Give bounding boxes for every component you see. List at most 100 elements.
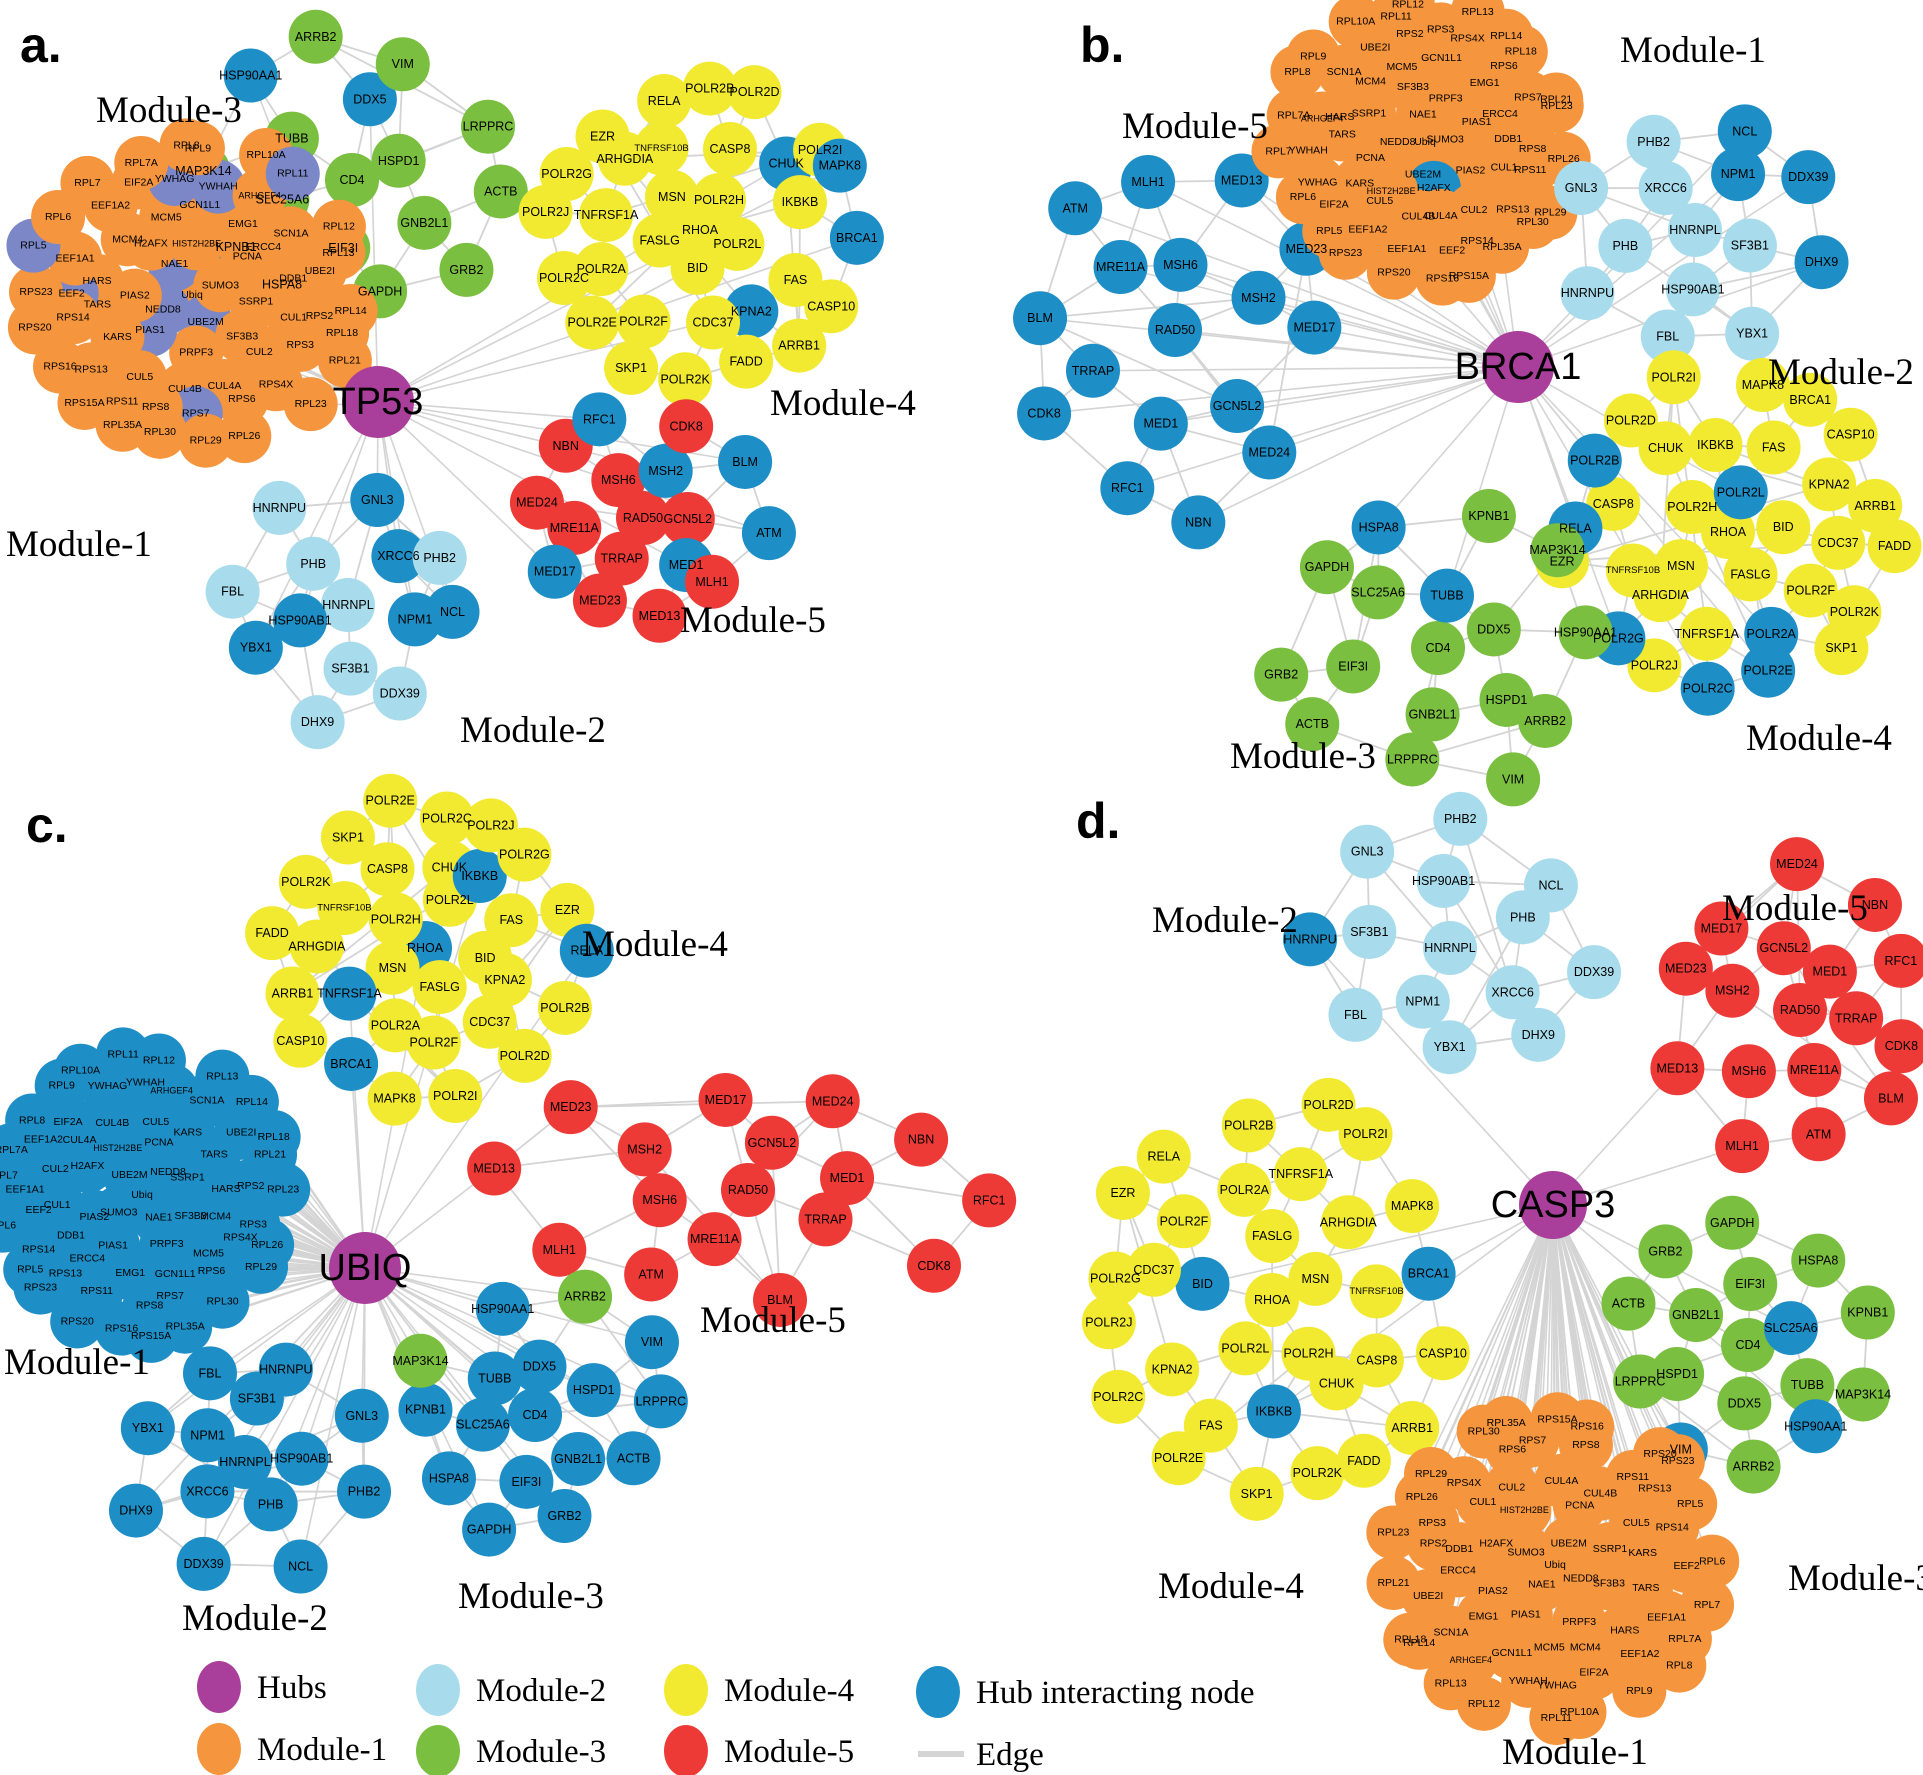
node-PHB2[interactable] [1433,791,1488,846]
node-GRB2[interactable] [439,242,494,297]
node-RAD50[interactable] [1148,303,1202,357]
node-MRE11A[interactable] [1093,240,1148,295]
node-MED17[interactable] [527,544,582,599]
node-TNFRSF10B[interactable] [1605,543,1660,598]
node-NBN[interactable] [1847,877,1902,932]
node-PHB[interactable] [243,1477,298,1532]
node-RPL29[interactable] [1404,1447,1459,1502]
node-POLR2B[interactable] [682,61,737,116]
node-POLR2L[interactable] [1218,1321,1273,1376]
node-HNRNPL[interactable] [218,1435,272,1489]
node-EIF3I[interactable] [1723,1257,1778,1312]
node-POLR2E[interactable] [1741,643,1796,698]
node-FBL[interactable] [205,564,260,619]
node-ACTB[interactable] [606,1431,661,1486]
node-MSH2[interactable] [1231,270,1286,325]
node-CDK8[interactable] [1874,1019,1923,1074]
node-MED1[interactable] [820,1151,875,1206]
node-CDC37[interactable] [462,994,517,1049]
node-RPL18[interactable] [1383,1612,1438,1667]
node-TNFRSF1A[interactable] [1679,606,1734,661]
node-DDX39[interactable] [372,666,427,721]
node-YBX1[interactable] [120,1401,175,1456]
node-SKP1[interactable] [1814,621,1869,676]
node-RPL9[interactable] [1286,29,1341,84]
node-CASP8[interactable] [702,122,757,177]
node-NCL[interactable] [1523,858,1578,913]
node-MED17[interactable] [698,1072,753,1127]
node-FASLG[interactable] [1245,1208,1300,1263]
node-KPNB1[interactable] [1461,489,1516,544]
node-HSPD1[interactable] [371,133,426,188]
node-RPL5[interactable] [1663,1476,1718,1531]
node-KPNB1[interactable] [398,1382,453,1437]
node-RPS20[interactable] [1366,245,1421,300]
node-GNB2L1[interactable] [1669,1288,1724,1343]
node-SCN1A[interactable] [264,206,319,261]
node-POLR2B[interactable] [1221,1098,1276,1153]
node-RFC1[interactable] [1873,933,1923,988]
node-POLR2C[interactable] [1091,1369,1146,1424]
node-HSP90AB1[interactable] [273,593,328,648]
node-CDK8[interactable] [906,1238,961,1293]
node-POLR2B[interactable] [537,980,592,1035]
node-HSPA8[interactable] [1791,1233,1846,1288]
node-ACTB[interactable] [1601,1276,1656,1331]
node-GAPDH[interactable] [462,1502,517,1557]
node-MED17[interactable] [1694,901,1749,956]
node-HNRNPL[interactable] [321,578,375,632]
node-XRCC6[interactable] [371,529,426,584]
node-POLR2E[interactable] [1151,1431,1206,1486]
node-HNRNPU[interactable] [1560,266,1615,321]
node-BID[interactable] [1756,500,1811,555]
node-VIM[interactable] [375,37,430,92]
node-POLR2A[interactable] [1217,1162,1272,1217]
node-ARHGDIA[interactable] [1321,1195,1376,1250]
node-RPS3[interactable] [273,317,328,372]
node-SKP1[interactable] [320,810,375,865]
node-BLM[interactable] [1013,291,1068,346]
node-MED24[interactable] [1770,837,1825,892]
node-POLR2D[interactable] [727,65,782,120]
node-KPNA2[interactable] [477,952,532,1007]
node-HSP90AA1[interactable] [475,1281,530,1336]
node-HSP90AA1[interactable] [223,48,278,103]
node-POLR2D[interactable] [497,1028,552,1083]
node-POLR2G[interactable] [497,827,552,882]
node-HSP90AB1[interactable] [274,1431,329,1486]
node-SKP1[interactable] [1229,1466,1284,1521]
node-RPL6[interactable] [1275,170,1330,225]
node-VIM[interactable] [1486,752,1541,807]
node-SF3B1[interactable] [1722,218,1777,273]
node-RPL23[interactable] [256,1162,311,1217]
node-POLR2F[interactable] [616,294,671,349]
node-FBL[interactable] [1328,987,1383,1042]
node-RPL21[interactable] [1366,1555,1421,1610]
node-RPL13[interactable] [1423,1656,1478,1711]
node-MSN[interactable] [644,169,699,224]
node-KPNA2[interactable] [1145,1342,1200,1397]
node-DHX9[interactable] [1511,1007,1566,1062]
node-RPL35A[interactable] [1479,1396,1534,1451]
node-GRB2[interactable] [1638,1224,1693,1279]
node-MSH6[interactable] [1153,237,1208,292]
node-YBX1[interactable] [228,620,283,675]
node-GCN5L2[interactable] [1210,379,1265,434]
node-NCL[interactable] [273,1539,328,1594]
node-HSP90AA1[interactable] [1558,605,1613,660]
hub-node-UBIQ[interactable] [329,1232,401,1304]
node-BRCA1[interactable] [1401,1246,1456,1301]
node-POLR2A[interactable] [368,998,423,1053]
node-RPS16[interactable] [33,339,88,394]
node-ARRB2[interactable] [1518,693,1573,748]
node-RPS23[interactable] [1650,1434,1705,1489]
node-XRCC6[interactable] [1638,161,1693,216]
hub-node-TP53[interactable] [342,366,414,438]
node-NCL[interactable] [425,584,480,639]
node-FADD[interactable] [245,906,300,961]
node-RPL10A[interactable] [53,1043,108,1098]
node-HSPA8[interactable] [421,1451,476,1506]
hub-node-BRCA1[interactable] [1482,331,1554,403]
node-GAPDH[interactable] [1705,1195,1760,1250]
node-MSN[interactable] [365,940,420,995]
